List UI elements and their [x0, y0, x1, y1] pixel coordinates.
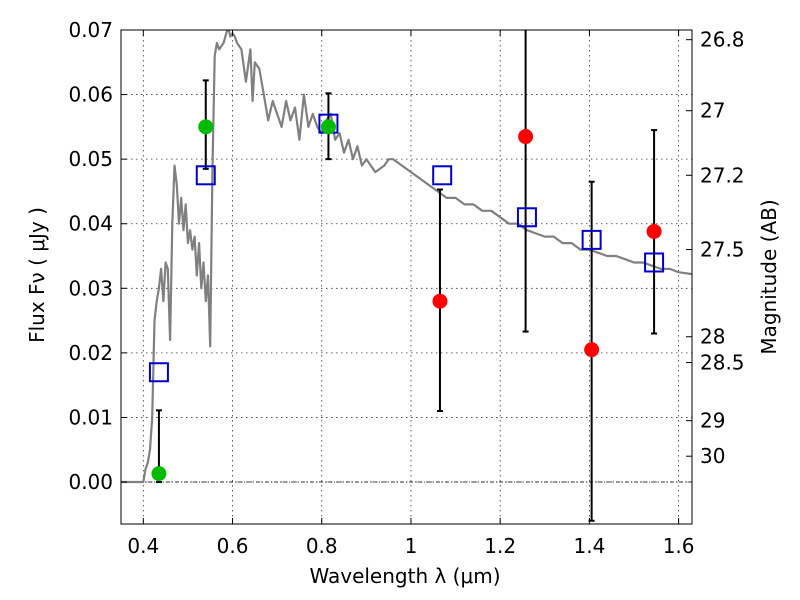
- nondetected-flux-point: [518, 129, 534, 145]
- detected-flux-point: [198, 119, 214, 135]
- model-flux-marker: [148, 362, 169, 383]
- y-tick-label: 0.03: [68, 276, 113, 300]
- y-tick-label: 0.07: [68, 18, 113, 42]
- x-tick-label: 1.4: [573, 534, 605, 558]
- y-tick-label: 0.06: [68, 83, 113, 107]
- y2-tick-label: 28: [700, 325, 725, 349]
- x-tick-label: 0.6: [217, 534, 249, 558]
- y-tick-label: 0.04: [68, 212, 113, 236]
- y2-tick-label: 26.8: [700, 28, 745, 52]
- y-axis-ticks: 0.00 0.01 0.02 0.03 0.04 0.05 0.06 0.07: [68, 18, 127, 494]
- x-tick-label: 1: [405, 534, 418, 558]
- x-tick-label: 1.2: [484, 534, 516, 558]
- x-axis-ticks: 0.4 0.6 0.8 1 1.2 1.4 1.6: [127, 30, 695, 558]
- y-tick-label: 0.05: [68, 147, 113, 171]
- y-tick-label: 0.00: [68, 470, 113, 494]
- model-spectrum-line: [121, 30, 692, 484]
- grid-lines: [121, 29, 692, 524]
- nondetected-flux-point: [432, 293, 448, 309]
- y2-tick-label: 27.2: [700, 163, 745, 187]
- x-axis-label: Wavelength λ (μm): [309, 564, 500, 588]
- y2-tick-label: 29: [700, 409, 725, 433]
- model-flux-marker: [581, 229, 602, 250]
- y2-axis-label: Magnitude (AB): [757, 199, 781, 354]
- data-points: [148, 113, 665, 482]
- nondetected-flux-point: [646, 223, 662, 239]
- y2-tick-label: 30: [700, 444, 725, 468]
- detected-flux-point: [320, 119, 336, 135]
- model-flux-marker: [195, 165, 216, 186]
- y2-tick-label: 27: [700, 99, 725, 123]
- error-bars: [155, 30, 658, 522]
- x-tick-label: 0.8: [306, 534, 338, 558]
- model-flux-marker: [516, 207, 537, 228]
- model-flux-marker: [644, 252, 665, 273]
- y-tick-label: 0.02: [68, 341, 113, 365]
- y-axis-label: Flux Fν ( μJy ): [25, 207, 49, 343]
- y-tick-label: 0.01: [68, 405, 113, 429]
- nondetected-flux-point: [584, 342, 600, 358]
- y2-tick-label: 28.5: [700, 351, 745, 375]
- x-tick-label: 0.4: [127, 534, 159, 558]
- y2-tick-label: 27.5: [700, 238, 745, 262]
- plot-frame: [120, 29, 693, 525]
- x-tick-label: 1.6: [663, 534, 695, 558]
- detected-flux-point: [151, 466, 167, 482]
- model-flux-marker: [432, 165, 453, 186]
